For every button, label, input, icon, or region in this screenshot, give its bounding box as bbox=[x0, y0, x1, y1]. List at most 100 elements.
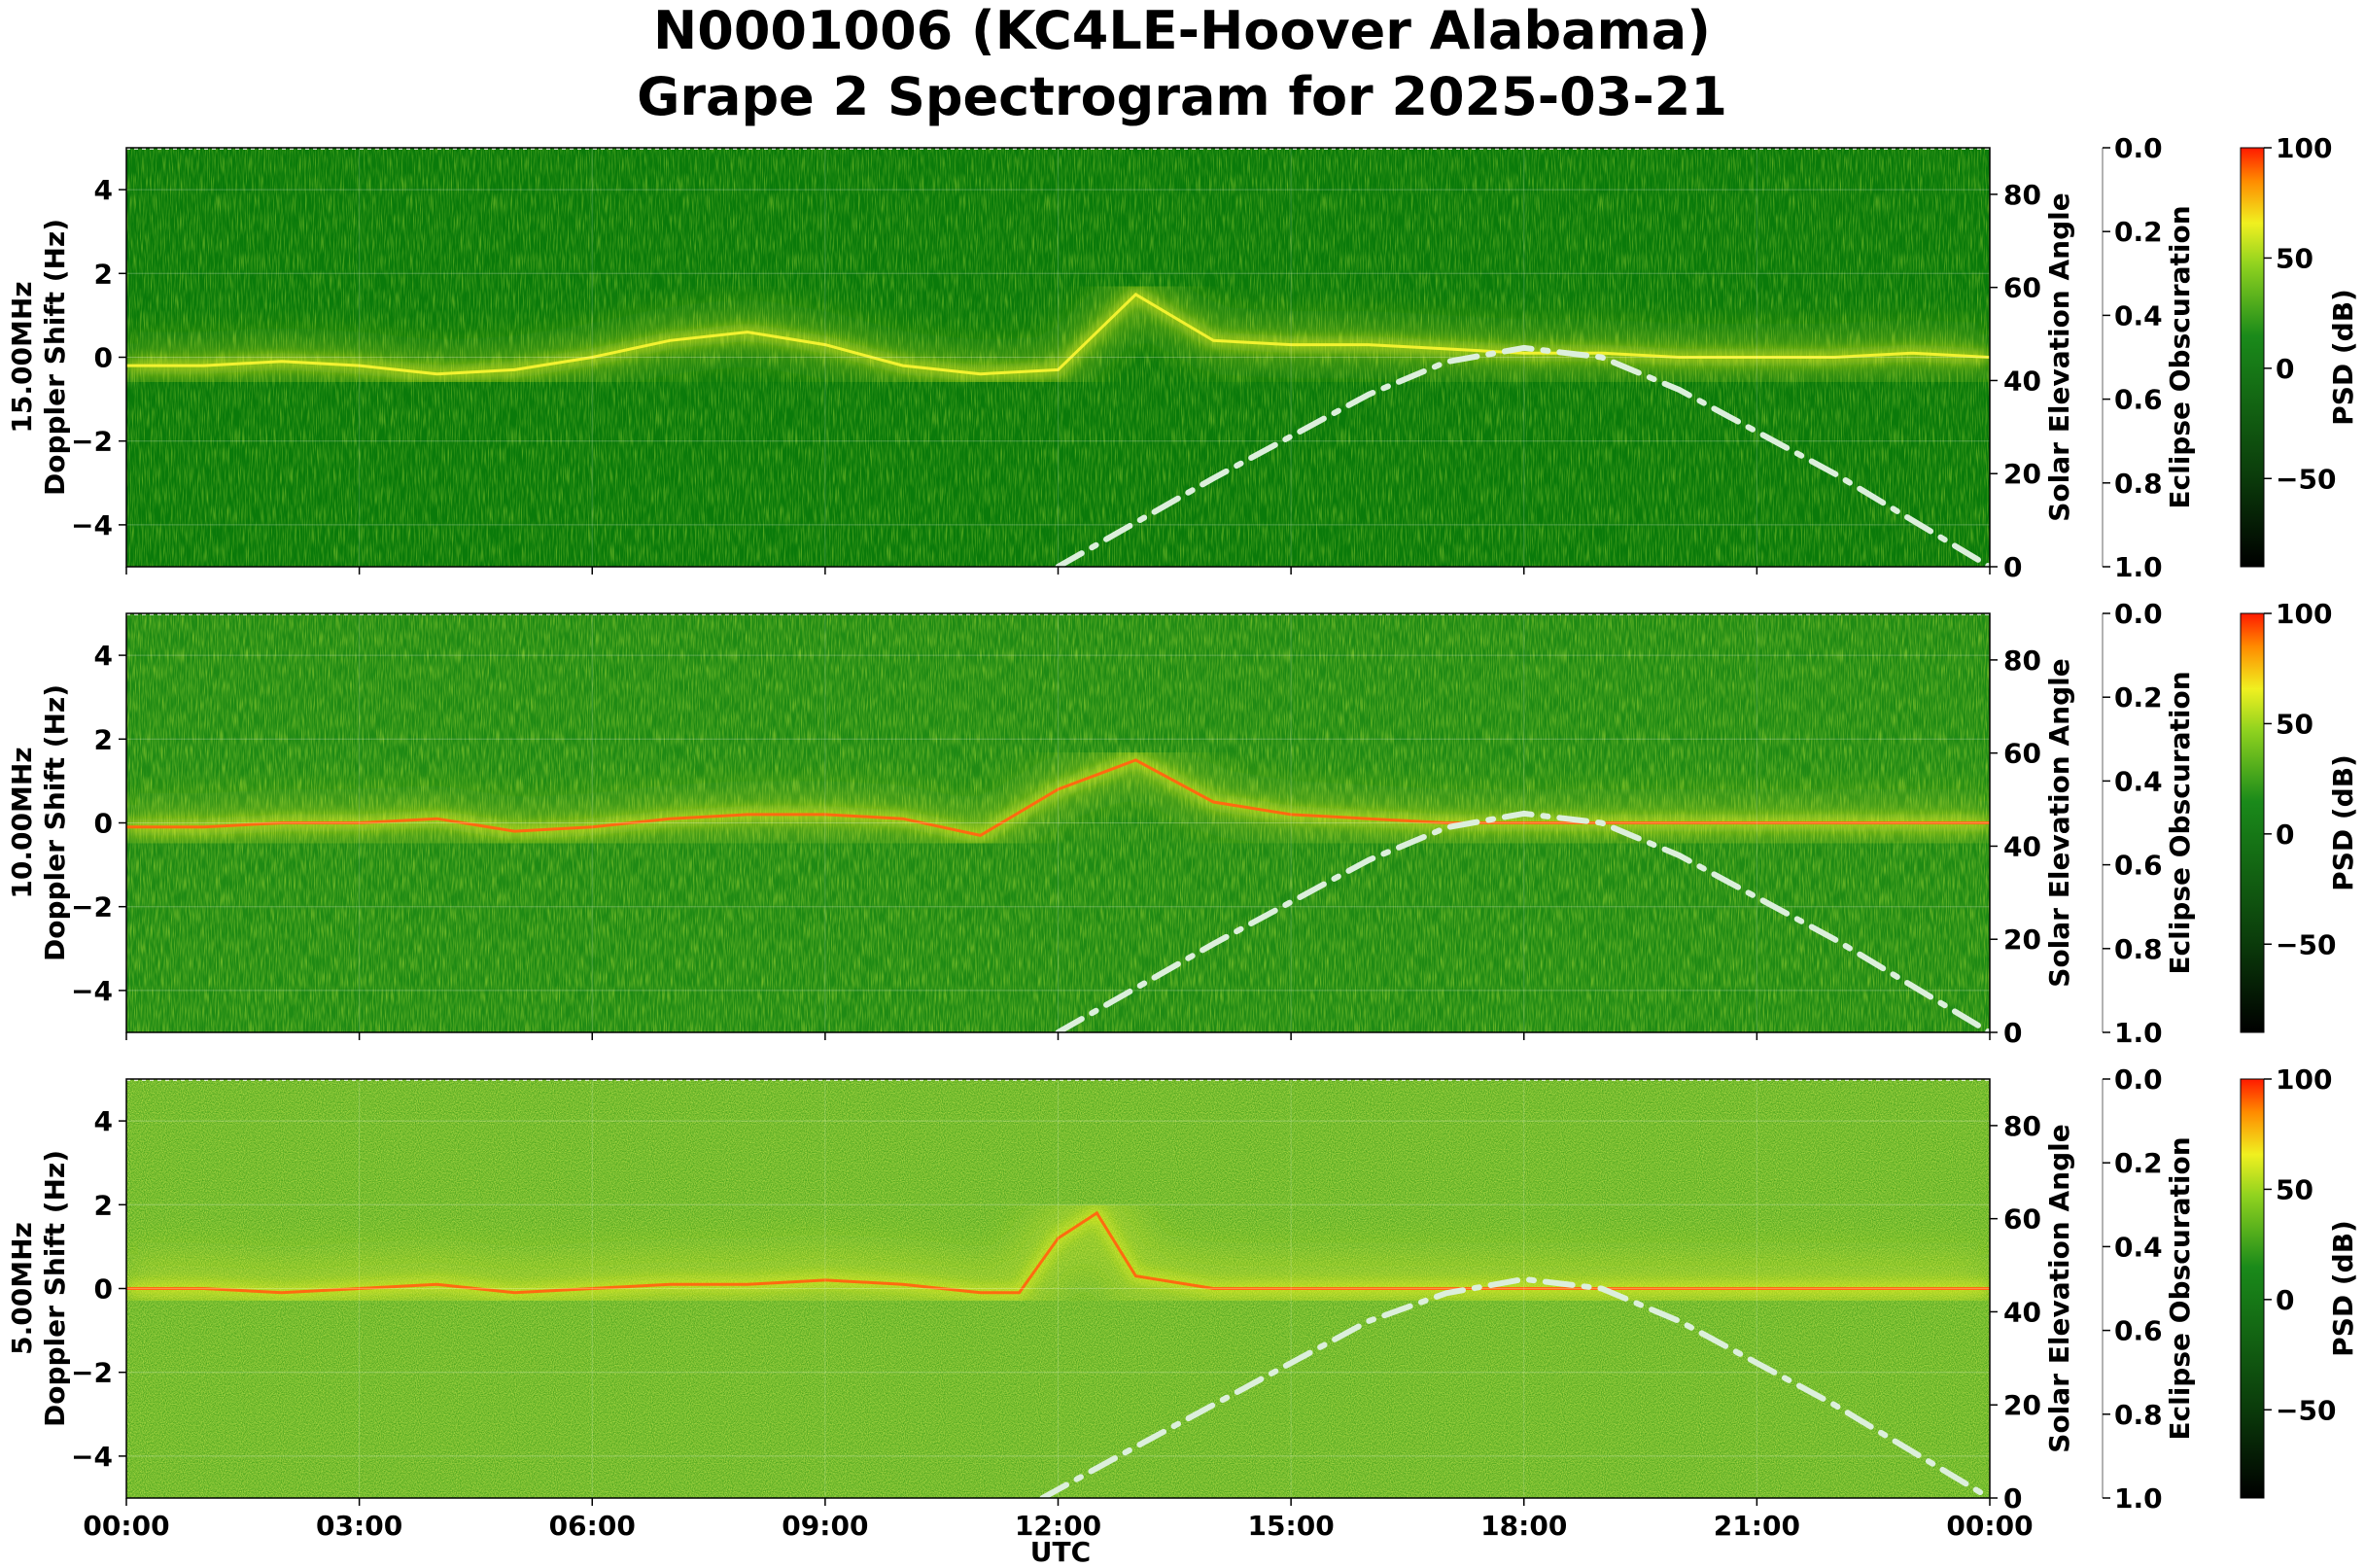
solar-elevation-label: Solar Elevation Angle bbox=[2043, 192, 2075, 521]
doppler-trace bbox=[126, 293, 1990, 376]
colorbar-tick-label: −50 bbox=[2276, 928, 2336, 960]
eclipse-obscuration-label: Eclipse Obscuration bbox=[2164, 671, 2196, 974]
y-axis-label: Doppler Shift (Hz) bbox=[39, 684, 71, 961]
eclipse-tick-label: 0.2 bbox=[2114, 216, 2163, 248]
colorbar-tick-label: 50 bbox=[2276, 1173, 2313, 1205]
eclipse-tick-label: 0.8 bbox=[2114, 933, 2163, 965]
eclipse-obscuration-label: Eclipse Obscuration bbox=[2164, 205, 2196, 508]
right-tick-label: 20 bbox=[2003, 1389, 2041, 1421]
solar-elevation-label: Solar Elevation Angle bbox=[2043, 1124, 2075, 1452]
eclipse-tick-label: 0.0 bbox=[2114, 598, 2163, 630]
y-tick-label: 2 bbox=[94, 723, 113, 755]
solar-elevation-curve bbox=[1055, 344, 1990, 567]
spectrogram-panel-15.00MHz: 420−2−415.00MHz Doppler Shift (Hz)8060402… bbox=[6, 132, 2359, 583]
right-tick-label: 80 bbox=[2003, 1110, 2041, 1142]
colorbar-tick-label: 100 bbox=[2276, 1063, 2332, 1096]
right-tick-label: 0 bbox=[2003, 551, 2022, 583]
right-tick-label: 40 bbox=[2003, 830, 2041, 862]
colorbar-tick-label: 50 bbox=[2276, 708, 2313, 740]
y-tick-label: 0 bbox=[94, 342, 113, 374]
right-tick-label: 40 bbox=[2003, 365, 2041, 397]
x-tick-label: 00:00 bbox=[83, 1510, 169, 1542]
eclipse-tick-label: 0.4 bbox=[2114, 1231, 2163, 1263]
colorbar-tick-label: 100 bbox=[2276, 598, 2332, 630]
right-tick-label: 0 bbox=[2003, 1017, 2022, 1049]
eclipse-obscuration-label: Eclipse Obscuration bbox=[2164, 1136, 2196, 1440]
colorbar-tick-label: 0 bbox=[2276, 353, 2294, 385]
y-tick-label: −2 bbox=[71, 1357, 113, 1389]
y-tick-label: −4 bbox=[71, 509, 113, 541]
right-tick-label: 80 bbox=[2003, 645, 2041, 677]
colorbar bbox=[2240, 612, 2265, 1033]
y-axis-label: Doppler Shift (Hz) bbox=[39, 219, 71, 496]
doppler-trace bbox=[126, 1210, 1990, 1295]
x-tick-label: 06:00 bbox=[549, 1510, 636, 1542]
figure-title-line2: Grape 2 Spectrogram for 2025-03-21 bbox=[637, 66, 1727, 127]
y-tick-label: −4 bbox=[71, 1441, 113, 1473]
colorbar-label: PSD (dB) bbox=[2327, 289, 2359, 426]
eclipse-tick-label: 0.8 bbox=[2114, 1399, 2163, 1431]
y-tick-label: 2 bbox=[94, 1189, 113, 1221]
eclipse-tick-label: 0.8 bbox=[2114, 468, 2163, 500]
eclipse-tick-label: 1.0 bbox=[2114, 1482, 2163, 1515]
figure-title-line1: N0001006 (KC4LE-Hoover Alabama) bbox=[653, 0, 1711, 61]
x-tick-label: 09:00 bbox=[782, 1510, 868, 1542]
eclipse-tick-label: 0.6 bbox=[2114, 1315, 2163, 1347]
eclipse-tick-label: 0.0 bbox=[2114, 1063, 2163, 1096]
y-tick-label: 4 bbox=[94, 640, 113, 672]
right-tick-label: 60 bbox=[2003, 272, 2041, 304]
y-tick-label: −2 bbox=[71, 426, 113, 458]
colorbar-tick-label: −50 bbox=[2276, 1394, 2336, 1426]
colorbar-label: PSD (dB) bbox=[2327, 754, 2359, 891]
y-tick-label: −2 bbox=[71, 891, 113, 923]
eclipse-tick-label: 1.0 bbox=[2114, 551, 2163, 583]
eclipse-tick-label: 0.2 bbox=[2114, 1147, 2163, 1179]
eclipse-tick-label: 0.2 bbox=[2114, 681, 2163, 714]
x-tick-label: 15:00 bbox=[1248, 1510, 1335, 1542]
y-tick-label: 2 bbox=[94, 258, 113, 290]
colorbar bbox=[2240, 147, 2265, 568]
eclipse-tick-label: 1.0 bbox=[2114, 1017, 2163, 1049]
frequency-label: 5.00MHz bbox=[6, 1222, 38, 1355]
frequency-label: 10.00MHz bbox=[6, 747, 38, 898]
solar-elevation-curve bbox=[1055, 810, 1990, 1032]
colorbar-label: PSD (dB) bbox=[2327, 1220, 2359, 1357]
x-tick-label: 21:00 bbox=[1714, 1510, 1800, 1542]
colorbar-tick-label: 50 bbox=[2276, 242, 2313, 274]
right-tick-label: 60 bbox=[2003, 1203, 2041, 1236]
y-tick-label: 0 bbox=[94, 808, 113, 840]
colorbar-tick-label: −50 bbox=[2276, 463, 2336, 495]
colorbar-tick-label: 0 bbox=[2276, 819, 2294, 851]
x-tick-label: 12:00 bbox=[1015, 1510, 1101, 1542]
colorbar-tick-label: 0 bbox=[2276, 1284, 2294, 1316]
x-axis-label: UTC bbox=[1030, 1536, 1091, 1568]
y-tick-label: 4 bbox=[94, 1105, 113, 1137]
colorbar-tick-label: 100 bbox=[2276, 132, 2332, 164]
eclipse-tick-label: 0.6 bbox=[2114, 384, 2163, 416]
spectrogram-panel-10.00MHz: 420−2−410.00MHz Doppler Shift (Hz)8060402… bbox=[6, 598, 2359, 1049]
right-tick-label: 20 bbox=[2003, 923, 2041, 956]
spectrogram-panel-5.00MHz: 420−2−45.00MHz Doppler Shift (Hz)80604020… bbox=[6, 1063, 2359, 1542]
solar-elevation-curve bbox=[1039, 1275, 1990, 1498]
eclipse-tick-label: 0.4 bbox=[2114, 299, 2163, 331]
y-tick-label: 4 bbox=[94, 174, 113, 206]
x-tick-label: 18:00 bbox=[1480, 1510, 1567, 1542]
frequency-label: 15.00MHz bbox=[6, 281, 38, 433]
solar-elevation-label: Solar Elevation Angle bbox=[2043, 658, 2075, 987]
spectrogram-image bbox=[126, 148, 1990, 567]
right-tick-label: 60 bbox=[2003, 738, 2041, 770]
right-tick-label: 80 bbox=[2003, 179, 2041, 211]
eclipse-tick-label: 0.6 bbox=[2114, 850, 2163, 882]
colorbar bbox=[2240, 1078, 2265, 1499]
eclipse-tick-label: 0.4 bbox=[2114, 765, 2163, 797]
x-tick-label: 03:00 bbox=[316, 1510, 402, 1542]
eclipse-tick-label: 0.0 bbox=[2114, 132, 2163, 164]
doppler-trace bbox=[126, 758, 1990, 837]
right-tick-label: 20 bbox=[2003, 458, 2041, 490]
y-axis-label: Doppler Shift (Hz) bbox=[39, 1150, 71, 1427]
right-tick-label: 0 bbox=[2003, 1482, 2022, 1515]
spectrogram-image bbox=[126, 1079, 1990, 1498]
x-tick-label: 00:00 bbox=[1946, 1510, 2033, 1542]
y-tick-label: −4 bbox=[71, 975, 113, 1007]
